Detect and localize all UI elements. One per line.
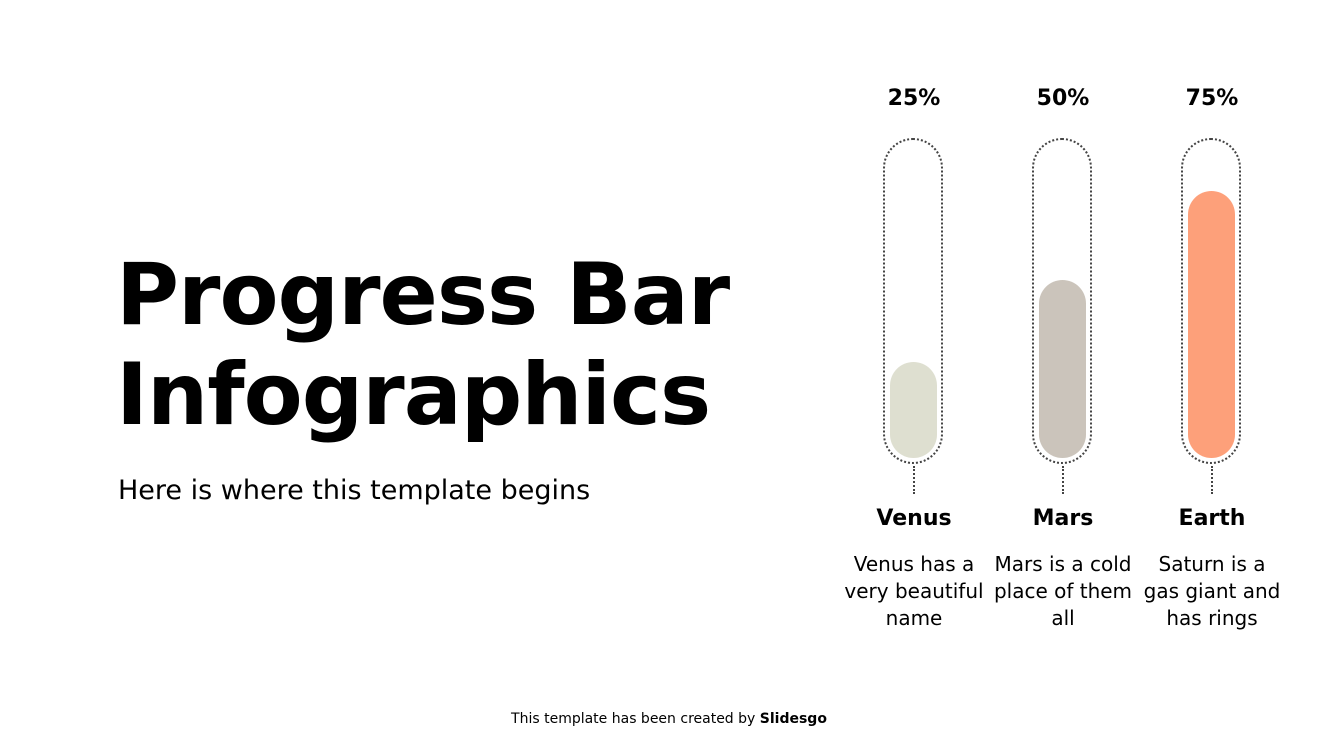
percent-label: 75% [1185,86,1239,111]
slide-title: Progress Bar Infographics [116,245,730,445]
connector-line [1062,466,1064,494]
bar-description: Saturn is a gas giant and has rings [1143,552,1281,630]
progress-bar-venus: 25% Venus Venus has a very beautiful nam… [839,0,989,753]
progress-fill [890,362,937,458]
bar-name: Venus [876,506,952,531]
progress-track [883,138,943,464]
progress-bar-mars: 50% Mars Mars is a cold place of them al… [988,0,1138,753]
footer-brand[interactable]: Slidesgo [759,711,827,727]
connector-line [913,466,915,494]
footer-credit: This template has been created by Slides… [0,711,1338,727]
title-line-1: Progress Bar [116,245,730,345]
connector-line [1211,466,1213,494]
progress-track [1181,138,1241,464]
footer-text: This template has been created by [511,711,760,727]
progress-bar-earth: 75% Earth Saturn is a gas giant and has … [1137,0,1287,753]
slide-subtitle: Here is where this template begins [118,475,591,506]
percent-label: 50% [1036,86,1090,111]
bar-description: Mars is a cold place of them all [993,552,1133,630]
percent-label: 25% [887,86,941,111]
title-line-2: Infographics [116,345,711,445]
progress-fill [1188,191,1235,458]
bar-description: Venus has a very beautiful name [844,552,984,630]
progress-track [1032,138,1092,464]
progress-fill [1039,280,1086,458]
bar-name: Earth [1178,506,1246,531]
bar-name: Mars [1032,506,1094,531]
